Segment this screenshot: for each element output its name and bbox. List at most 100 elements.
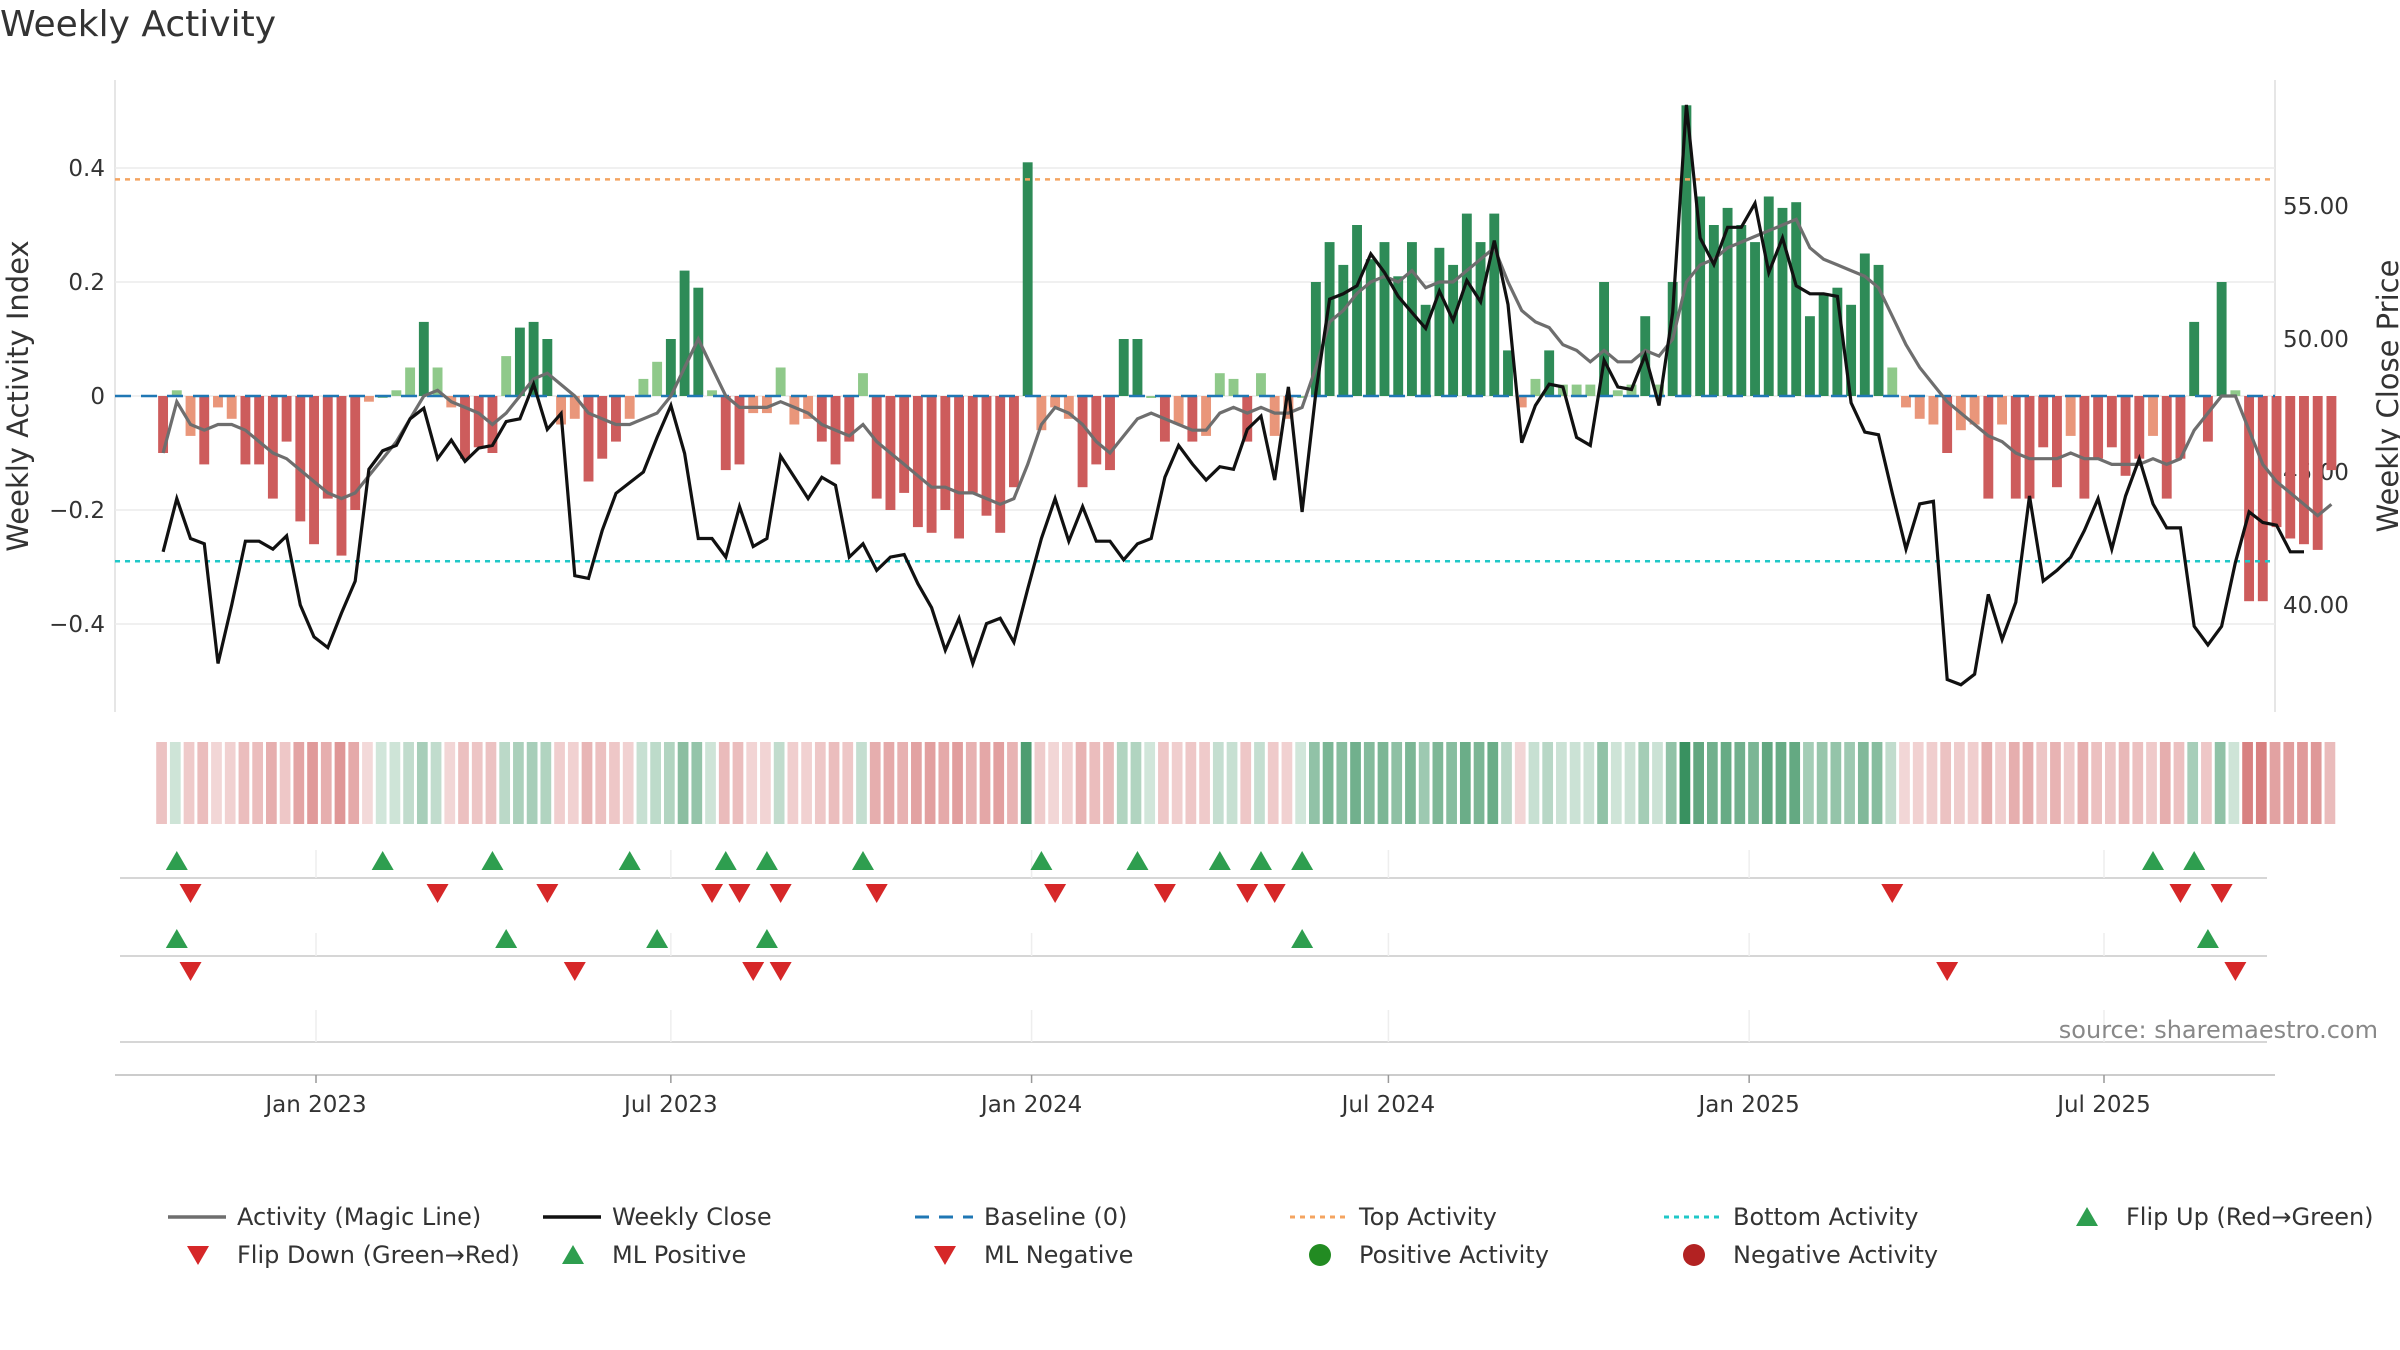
activity-bar [583,396,594,482]
heat-strip-cell [2201,742,2212,824]
flip-up-marker [371,851,394,870]
heat-strip-cell [1405,742,1416,824]
activity-bar [405,367,416,396]
activity-bar [707,390,717,396]
activity-bar [1352,225,1362,396]
activity-bar [1804,316,1815,396]
activity-bar [1791,202,1802,396]
flip-up-marker [851,851,874,870]
activity-bar [460,396,470,459]
activity-bar [2106,396,2117,448]
activity-bar [2093,396,2104,459]
heat-strip-cell [554,742,565,824]
ml-positive-marker [495,929,518,948]
activity-bar [1997,396,2007,425]
activity-bar [1818,293,1829,396]
ml-negative-marker [563,962,586,981]
activity-bar [1242,396,1253,442]
activity-bar [1489,213,1500,396]
heat-strip-cell [842,742,854,824]
heat-strip-cell [320,742,332,824]
heat-strip-cell [169,742,181,824]
activity-bar [1832,287,1843,396]
heat-strip-cell [1075,742,1087,824]
activity-bar [967,396,978,493]
activity-bar [542,339,553,396]
legend-swatch-triangle-down [187,1246,209,1265]
heat-strip-cell [224,742,236,824]
ml-positive-marker [646,929,669,948]
activity-bar [1283,396,1294,419]
activity-bar [1146,396,1157,398]
heat-strip-cell [375,742,387,824]
heat-strip-cell [856,742,867,824]
activity-bar [679,270,690,396]
heat-strip-cell [1926,742,1938,824]
heat-strip-cell [2242,742,2253,824]
ml-negative-marker [769,962,792,981]
activity-bar [1612,390,1623,396]
flip-up-marker [618,851,641,870]
activity-bar [185,396,196,436]
legend-label: Top Activity [1358,1203,1497,1231]
y-tick-label-right: 55.00 [2283,194,2349,220]
legend-label: Activity (Magic Line) [237,1203,481,1231]
activity-bar [1736,225,1747,396]
heat-strip-cell [1185,742,1197,824]
flip-up-marker [2183,851,2206,870]
heat-strip-cell [1322,742,1334,824]
legend-swatch-triangle-down [934,1246,956,1265]
activity-bar [1722,207,1733,396]
heat-strip-cell [1473,742,1485,824]
activity-bar [899,396,910,493]
heat-strip-cell [1061,742,1073,824]
heat-strip-cell [952,742,963,824]
heat-strip-cell [513,742,524,824]
activity-bar [665,339,676,396]
activity-bar [295,396,306,522]
activity-bar [2244,396,2255,602]
activity-bar [1585,384,1596,396]
activity-bar [2024,396,2035,499]
y-tick-label-left: 0.4 [68,156,105,182]
activity-bar [2202,396,2213,442]
flip-down-marker [1236,884,1259,903]
heat-strip-cell [1734,742,1746,824]
activity-bar [1681,105,1692,397]
activity-bar [2052,396,2062,488]
heat-strip-cell [1281,742,1293,824]
activity-bar [926,396,937,533]
heat-strip-cell [1679,742,1691,824]
activity-bar [1475,242,1486,396]
activity-bar [336,396,347,556]
heat-strip-cell [252,742,264,824]
activity-bar [1105,396,1115,471]
flip-up-marker [1208,851,1231,870]
heat-strip-cell [1995,742,2006,824]
heat-strip-cell [1459,742,1471,824]
heat-strip-cell [622,742,634,824]
heat-strip-cell [1103,742,1114,824]
heat-strip-cell [1377,742,1389,824]
heat-strip-cell [609,742,620,824]
activity-bar [158,396,169,453]
activity-bar [1091,396,1102,465]
activity-bar [1928,396,1939,425]
heat-strip-cell [1844,742,1855,824]
activity-bar [1461,213,1472,396]
heat-strip-cell [156,742,167,824]
heat-strip-cell [1144,742,1156,824]
heat-strip-cell [1583,742,1595,824]
heat-strip-cell [1034,742,1046,824]
heat-strip-cell [2297,742,2308,824]
heat-strip-cell [2310,742,2322,824]
legend-swatch-circle [1683,1244,1705,1266]
activity-bar [1132,339,1143,396]
flip-down-marker [1044,884,1067,903]
activity-bar [1228,378,1239,396]
heat-strip-cell [1089,742,1101,824]
heat-strip-cell [403,742,414,824]
legend-label: ML Negative [984,1241,1133,1269]
x-tick-label: Jan 2024 [979,1092,1082,1118]
